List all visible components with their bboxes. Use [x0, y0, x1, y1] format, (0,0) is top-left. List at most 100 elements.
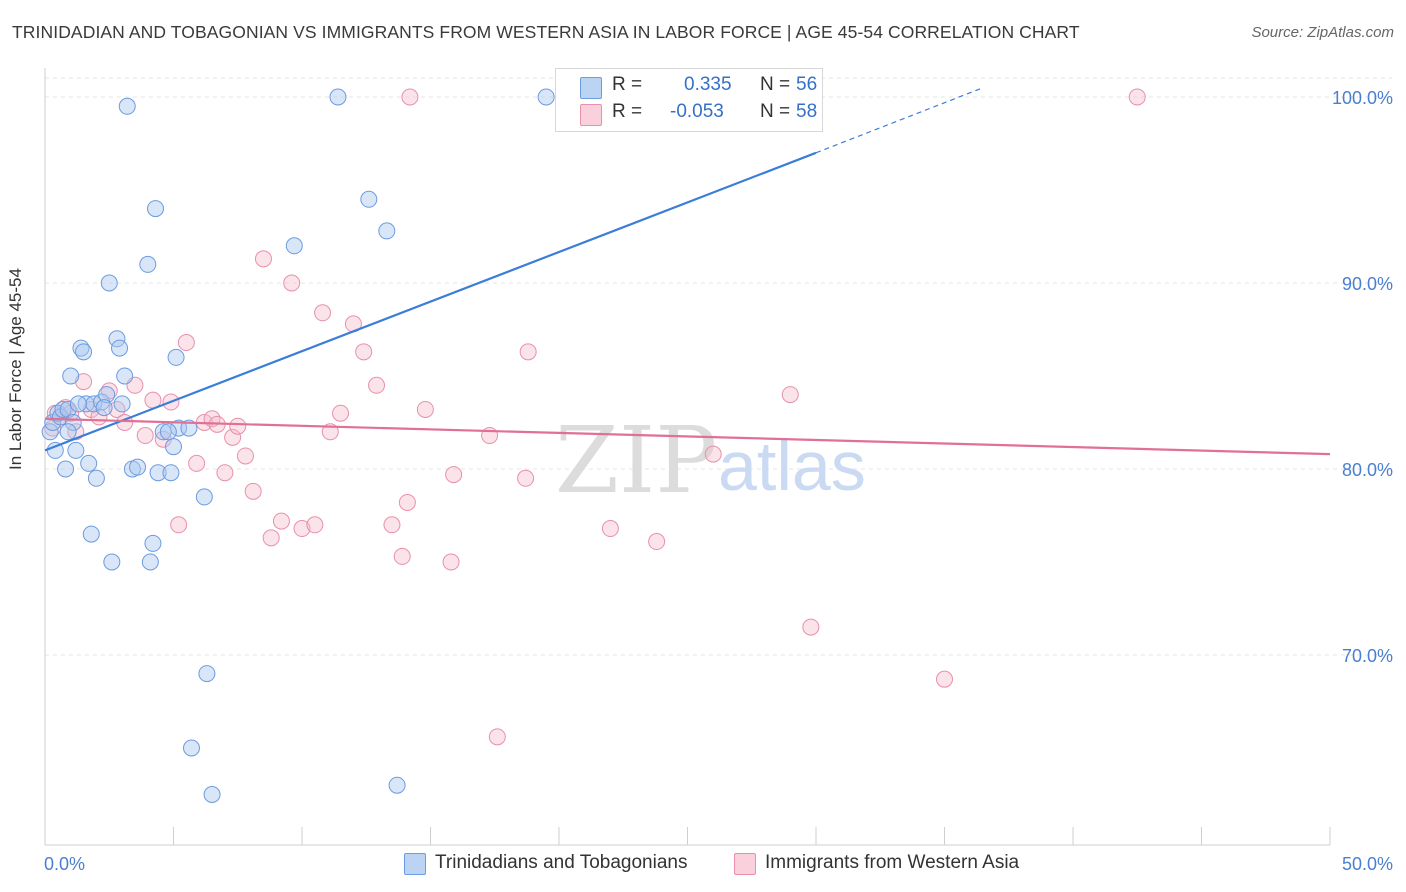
point-western-asia	[224, 428, 242, 446]
point-trinidadian	[87, 469, 105, 487]
point-western-asia	[704, 445, 722, 463]
point-western-asia	[383, 516, 401, 534]
point-western-asia	[332, 404, 350, 422]
point-western-asia	[254, 250, 272, 268]
point-trinidadian	[198, 665, 216, 683]
y-tick-label: 90.0%	[1342, 274, 1393, 294]
point-trinidadian	[80, 454, 98, 472]
point-trinidadian	[62, 367, 80, 385]
point-trinidadian	[149, 464, 167, 482]
point-trinidadian	[285, 237, 303, 255]
point-western-asia	[488, 728, 506, 746]
point-western-asia	[442, 553, 460, 571]
point-western-asia	[75, 373, 93, 391]
point-western-asia	[355, 343, 373, 361]
source-label: Source: ZipAtlas.com	[1251, 24, 1394, 41]
point-trinidadian	[59, 423, 77, 441]
point-trinidadian	[59, 400, 77, 418]
point-western-asia	[802, 618, 820, 636]
point-trinidadian	[162, 464, 180, 482]
point-trinidadian	[95, 399, 113, 417]
point-trinidadian	[180, 419, 198, 437]
point-western-asia	[1128, 88, 1146, 106]
x-tick-label: 50.0%	[1342, 854, 1393, 874]
point-western-asia	[170, 516, 188, 534]
point-western-asia	[398, 493, 416, 511]
n-label: N =	[760, 101, 791, 122]
point-trinidadian	[75, 343, 93, 361]
point-trinidadian	[57, 460, 75, 478]
point-western-asia	[236, 447, 254, 465]
point-trinidadian	[203, 786, 221, 803]
chart-title: TRINIDADIAN AND TOBAGONIAN VS IMMIGRANTS…	[12, 22, 1080, 42]
x-tick-label: 0.0%	[44, 854, 85, 874]
point-trinidadian	[103, 553, 121, 571]
tick-labels: 70.0% 80.0% 90.0% 100.0% 0.0% 50.0%	[44, 88, 1393, 874]
trend-lines	[44, 87, 1331, 456]
pink-swatch	[580, 104, 602, 126]
point-western-asia	[136, 427, 154, 445]
point-western-asia	[314, 304, 332, 322]
legend-item-trinidadians: Trinidadians and Tobagonians	[435, 852, 688, 873]
point-trinidadian	[54, 400, 72, 418]
trend-line-trinidadian-extension	[815, 87, 984, 154]
stats-legend: R = 0.335 N = 56 R = -0.053 N = 58	[555, 68, 823, 132]
blue-swatch	[580, 77, 602, 99]
point-trinidadian	[537, 88, 555, 106]
point-trinidadian	[165, 438, 182, 456]
point-western-asia	[306, 516, 324, 534]
n-value: 58	[796, 101, 818, 122]
watermark-zip: ZIP	[555, 407, 717, 514]
point-trinidadian	[378, 222, 396, 240]
legend-blue-swatch	[404, 853, 426, 875]
point-western-asia	[416, 400, 434, 418]
n-value: 56	[796, 74, 818, 95]
point-trinidadian	[147, 200, 165, 218]
legend-item-western-asia: Immigrants from Western Asia	[765, 852, 1020, 873]
point-trinidadian	[129, 458, 147, 476]
y-tick-label: 100.0%	[1332, 88, 1393, 108]
axes	[44, 68, 1331, 846]
point-trinidadian	[144, 534, 162, 552]
point-trinidadian	[98, 386, 116, 404]
r-label: R =	[612, 74, 643, 95]
point-trinidadian	[159, 423, 177, 441]
point-western-asia	[293, 520, 311, 538]
point-trinidadian	[388, 776, 406, 794]
point-trinidadian	[360, 190, 378, 208]
point-trinidadian	[113, 395, 131, 413]
point-western-asia	[262, 529, 280, 547]
point-trinidadian	[67, 441, 85, 459]
point-western-asia	[445, 466, 463, 484]
trend-line-trinidadian	[44, 151, 817, 452]
point-trinidadian	[182, 739, 200, 757]
point-trinidadian	[139, 255, 157, 273]
bottom-legend: Trinidadians and Tobagonians Immigrants …	[0, 852, 1406, 878]
y-tick-label: 70.0%	[1342, 646, 1393, 666]
point-western-asia	[283, 274, 301, 292]
n-label: N =	[760, 74, 791, 95]
trend-line-western-asia	[44, 417, 1331, 456]
point-trinidadian	[329, 88, 347, 106]
point-western-asia	[177, 334, 195, 352]
point-trinidadian	[195, 488, 213, 506]
point-trinidadian	[69, 395, 87, 413]
point-western-asia	[368, 376, 386, 394]
point-western-asia	[244, 482, 262, 500]
y-tick-label: 80.0%	[1342, 460, 1393, 480]
point-western-asia	[936, 670, 953, 688]
r-value: 0.335	[684, 74, 732, 95]
point-western-asia	[648, 533, 666, 551]
point-trinidadian	[141, 553, 159, 571]
point-western-asia	[601, 520, 619, 538]
point-western-asia	[229, 417, 247, 435]
point-western-asia	[216, 464, 234, 482]
point-western-asia	[272, 512, 290, 530]
r-label: R =	[612, 101, 643, 122]
point-trinidadian	[111, 339, 129, 357]
point-trinidadian	[167, 348, 185, 366]
legend-pink-swatch	[734, 853, 756, 875]
point-trinidadian	[100, 274, 118, 292]
point-western-asia	[401, 88, 419, 106]
